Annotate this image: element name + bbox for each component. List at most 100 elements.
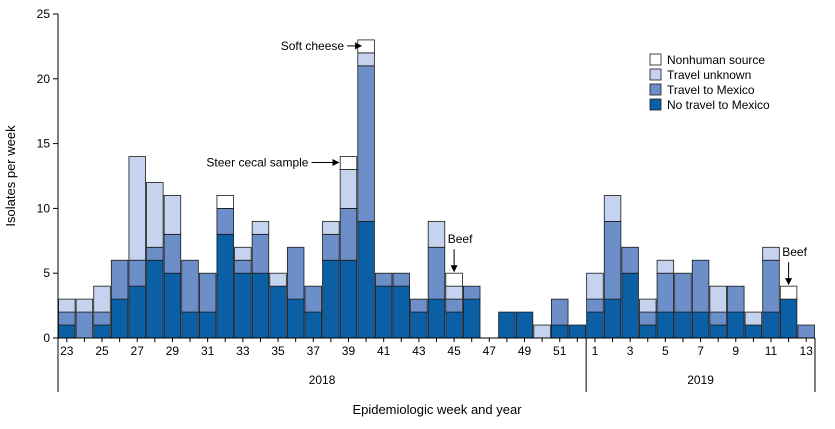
bar-segment	[216, 195, 234, 209]
bar-segment	[234, 259, 252, 274]
bar-segment	[198, 311, 217, 339]
bar-segment	[709, 285, 727, 313]
x-tick-label: 35	[271, 344, 285, 358]
bar-segment	[498, 311, 516, 339]
x-tick-label: 41	[377, 344, 391, 358]
bar-segment	[128, 285, 146, 339]
bar-segment	[603, 298, 622, 339]
bar-segment	[146, 182, 164, 248]
x-tick-label: 9	[732, 344, 739, 358]
bar-segment	[797, 324, 815, 339]
bar-segment	[463, 285, 481, 300]
legend-swatch	[649, 53, 662, 66]
bar-segment	[339, 169, 358, 209]
annotation-label: Beef	[782, 245, 807, 259]
x-tick-label: 45	[447, 344, 461, 358]
bar-segment	[58, 311, 76, 326]
x-tick-label: 51	[553, 344, 567, 358]
bar-segment	[75, 298, 94, 313]
bar-segment	[322, 220, 340, 235]
year-label: 2018	[309, 373, 336, 387]
legend-label: No travel to Mexico	[667, 98, 770, 112]
x-tick-label: 39	[342, 344, 356, 358]
x-tick-label: 7	[697, 344, 704, 358]
bar-segment	[779, 298, 798, 339]
y-axis-label: Isolates per week	[3, 125, 18, 227]
x-tick-label: 13	[800, 344, 814, 358]
bar-segment	[709, 324, 727, 339]
bar-segment	[691, 259, 710, 313]
bar-segment	[374, 285, 393, 339]
bar-segment	[198, 272, 217, 313]
annotation-label: Beef	[448, 232, 473, 246]
bar-segment	[691, 311, 710, 339]
bar-segment	[110, 298, 129, 339]
bar-segment	[621, 272, 639, 339]
bar-segment	[515, 311, 534, 339]
x-axis-label: Epidemiologic week and year	[352, 402, 522, 417]
bar-segment	[427, 246, 446, 300]
y-tick-label: 10	[37, 201, 51, 215]
bar-segment	[58, 298, 76, 313]
bar-segment	[163, 195, 182, 235]
bar-segment	[322, 259, 340, 339]
bar-segment	[639, 311, 657, 326]
x-tick-label: 27	[131, 344, 145, 358]
bar-segment	[551, 298, 569, 326]
bar-segment	[234, 246, 252, 261]
bar-segment	[286, 246, 305, 300]
bar-segment	[427, 220, 446, 248]
bar-segment	[392, 285, 410, 339]
y-tick-label: 25	[37, 7, 51, 21]
bar-segment	[727, 285, 745, 313]
bar-segment	[727, 311, 745, 339]
arrow-head	[332, 159, 340, 167]
y-axis: 0 5 10 15 20 25	[37, 7, 59, 345]
bar-segment	[656, 259, 675, 274]
x-tick-label: 1	[592, 344, 599, 358]
bar-segment	[709, 311, 727, 326]
x-tick-label: 25	[95, 344, 109, 358]
legend-label: Nonhuman source	[667, 53, 765, 67]
bar-segment	[656, 272, 675, 313]
bar-segment	[75, 311, 94, 339]
bar-segment	[762, 246, 780, 261]
bar-segment	[586, 311, 604, 339]
bar-segment	[163, 272, 182, 339]
bar-segment	[392, 272, 410, 287]
bar-segment	[674, 311, 692, 339]
x-tick-label: 23	[60, 344, 74, 358]
x-tick-label: 47	[483, 344, 497, 358]
bar-segment	[568, 324, 587, 339]
x-tick-label: 43	[412, 344, 426, 358]
bar-segment	[586, 272, 604, 300]
bar-segment	[427, 298, 446, 339]
x-tick-label: 37	[307, 344, 321, 358]
bar-segment	[322, 233, 340, 261]
bar-segment	[533, 324, 551, 339]
bar-segment	[410, 311, 428, 339]
bar-segment	[603, 195, 622, 222]
bar-segment	[286, 298, 305, 339]
bar-segment	[744, 324, 763, 339]
x-tick-label: 49	[518, 344, 532, 358]
y-tick-label: 15	[37, 137, 51, 151]
bar-segment	[269, 272, 287, 287]
bar-segment	[269, 285, 287, 339]
bar-segment	[639, 324, 657, 339]
bar-segment	[93, 324, 111, 339]
bar-segment	[779, 285, 798, 300]
arrow-head	[785, 278, 793, 286]
bar-segment	[339, 156, 358, 170]
bar-segment	[339, 259, 358, 339]
x-tick-label: 3	[627, 344, 634, 358]
bar-segment	[762, 259, 780, 313]
annotations-layer: Soft cheese Steer cecal sample Beef Beef	[206, 39, 808, 286]
bar-segment	[339, 207, 358, 261]
x-tick-label: 5	[662, 344, 669, 358]
legend-swatch	[649, 83, 662, 96]
year-label: 2019	[687, 373, 714, 387]
x-tick-label: 31	[201, 344, 215, 358]
